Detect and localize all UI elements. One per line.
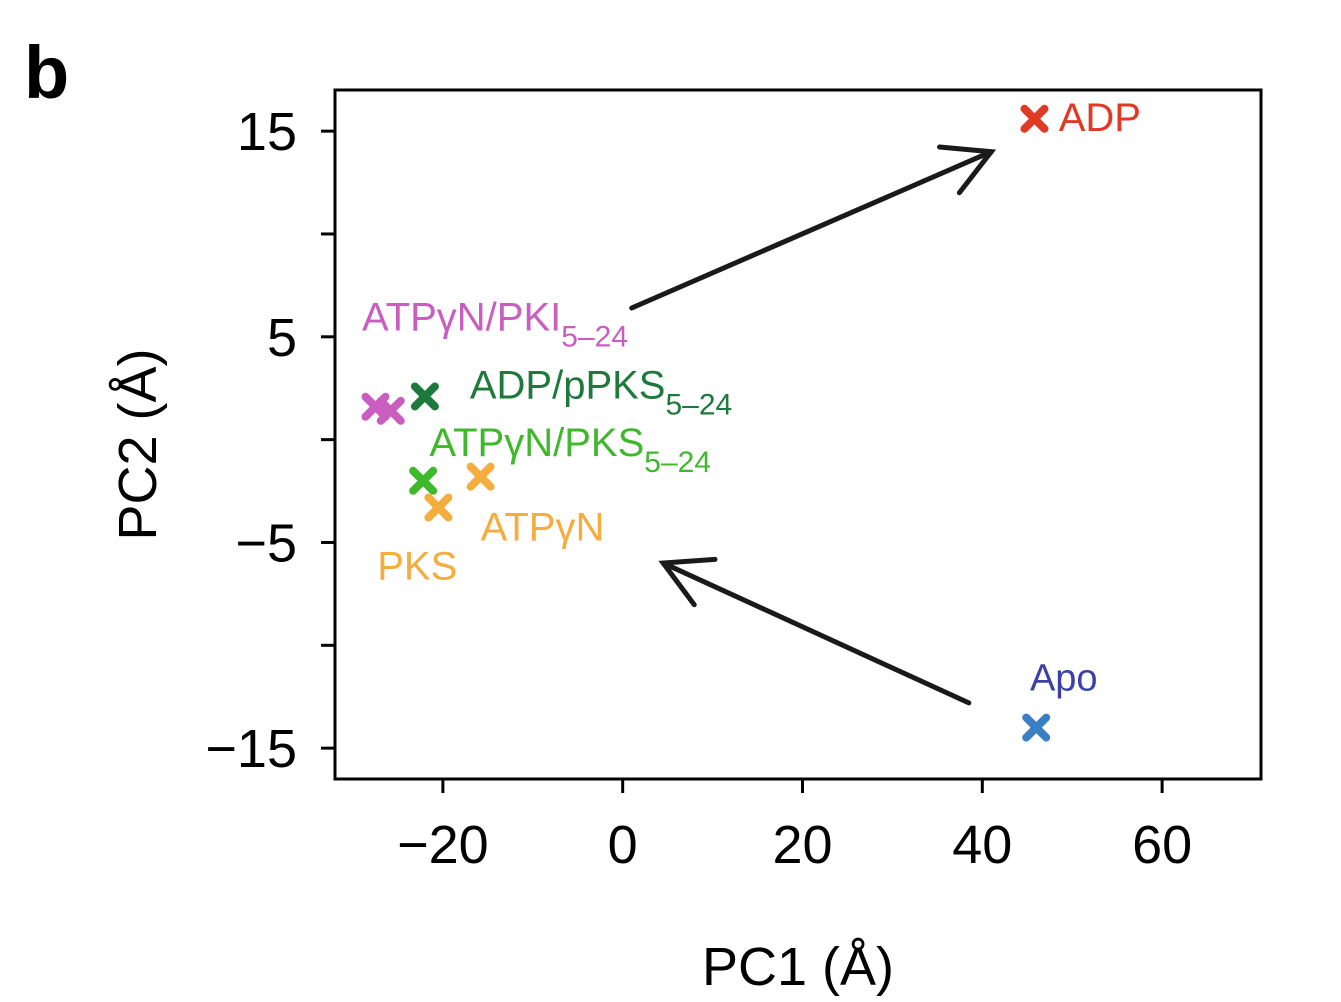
arrow-head (658, 556, 718, 608)
arrow-shaft (629, 149, 994, 311)
y-tick-label: −5 (235, 513, 297, 573)
arrow-shaft (660, 560, 972, 706)
y-tick-label: 5 (267, 308, 297, 368)
axes-layer: −20 0 20 40 60 15 5 −5 −15 PC1 (Å) PC2 (Å) (108, 88, 1263, 997)
label-layer: ADPApoATPγN/PKI5–24ADP/pPKS5–24ATPγN/PKS… (362, 96, 1141, 699)
x-axis-label: PC1 (Å) (702, 937, 894, 997)
point-label: ADP/pPKS5–24 (470, 364, 732, 422)
y-tick-label: 15 (237, 102, 297, 162)
point-label: ATPγN (481, 505, 605, 549)
data-point-marker (1022, 713, 1051, 742)
point-label: ADP (1059, 96, 1141, 140)
point-label: PKS (377, 544, 457, 588)
plot-frame (333, 88, 1263, 781)
data-point-marker (424, 493, 453, 522)
panel-letter: b (24, 31, 70, 114)
x-tick-label: 0 (608, 815, 638, 875)
data-point-marker (466, 462, 495, 491)
x-tick-label: 20 (772, 815, 832, 875)
x-tick-label: 40 (952, 815, 1012, 875)
y-axis-label: PC2 (Å) (108, 348, 168, 540)
arrow-head (937, 144, 997, 196)
data-point-marker (409, 466, 438, 495)
x-tick-label: 60 (1132, 815, 1192, 875)
y-tick-label: −15 (205, 719, 297, 779)
point-label: ATPγN/PKI5–24 (362, 296, 628, 354)
data-point-marker (410, 382, 439, 411)
data-point-marker (376, 396, 405, 425)
point-label: Apo (1030, 658, 1098, 700)
points-layer (361, 104, 1051, 742)
x-tick-label: −20 (397, 815, 489, 875)
annotation-layer (629, 144, 997, 706)
data-point-marker (1020, 104, 1049, 133)
